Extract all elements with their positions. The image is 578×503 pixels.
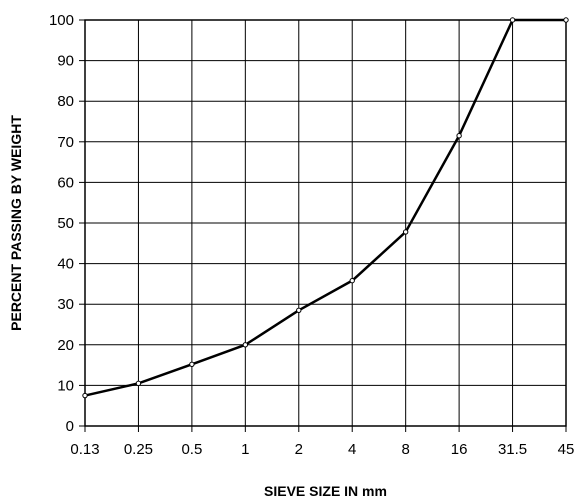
- y-tick-label: 100: [49, 12, 74, 29]
- data-point: [242, 342, 249, 348]
- x-tick-label: 4: [348, 441, 356, 458]
- x-tick-label: 31.5: [498, 441, 527, 458]
- x-tick-label: 0.5: [181, 441, 202, 458]
- y-tick-label: 10: [57, 377, 74, 394]
- grid: [84, 19, 567, 427]
- y-tick-label: 30: [57, 296, 74, 313]
- data-point: [82, 392, 88, 399]
- series-line: [84, 18, 566, 397]
- y-tick-label: 80: [57, 93, 74, 110]
- data-point: [349, 277, 355, 284]
- x-tick-label: 2: [295, 441, 303, 458]
- y-tick-label: 50: [57, 215, 74, 232]
- x-tick-label: 0.25: [124, 441, 153, 458]
- y-axis-title: PERCENT PASSING BY WEIGHT: [8, 115, 24, 331]
- y-tick-label: 90: [57, 53, 74, 70]
- x-tick-label: 0.13: [70, 441, 99, 458]
- x-tick-label: 1: [241, 441, 249, 458]
- data-point: [135, 380, 142, 387]
- data-point: [189, 361, 195, 367]
- x-tick-label: 8: [401, 441, 409, 458]
- y-tick-label: 40: [57, 256, 74, 273]
- x-axis-title: SIEVE SIZE IN mm: [264, 483, 387, 499]
- x-tick-label: 45: [558, 441, 575, 458]
- x-axis-tick-labels: 0.13 0.25 0.5 1 2 4 8 16 31.5 45: [70, 426, 574, 458]
- data-point: [296, 307, 302, 313]
- data-point: [456, 133, 462, 139]
- y-tick-label: 20: [57, 337, 74, 354]
- x-tick-label: 16: [451, 441, 468, 458]
- y-axis-tick-labels: 0 10 20 30 40 50 60 70 80 90 100: [49, 12, 85, 435]
- y-tick-label: 70: [57, 134, 74, 151]
- data-point: [563, 17, 569, 23]
- data-point: [509, 17, 516, 23]
- data-point: [402, 229, 409, 235]
- y-tick-label: 60: [57, 174, 74, 191]
- series-group: [82, 17, 569, 399]
- y-tick-label: 0: [66, 418, 74, 435]
